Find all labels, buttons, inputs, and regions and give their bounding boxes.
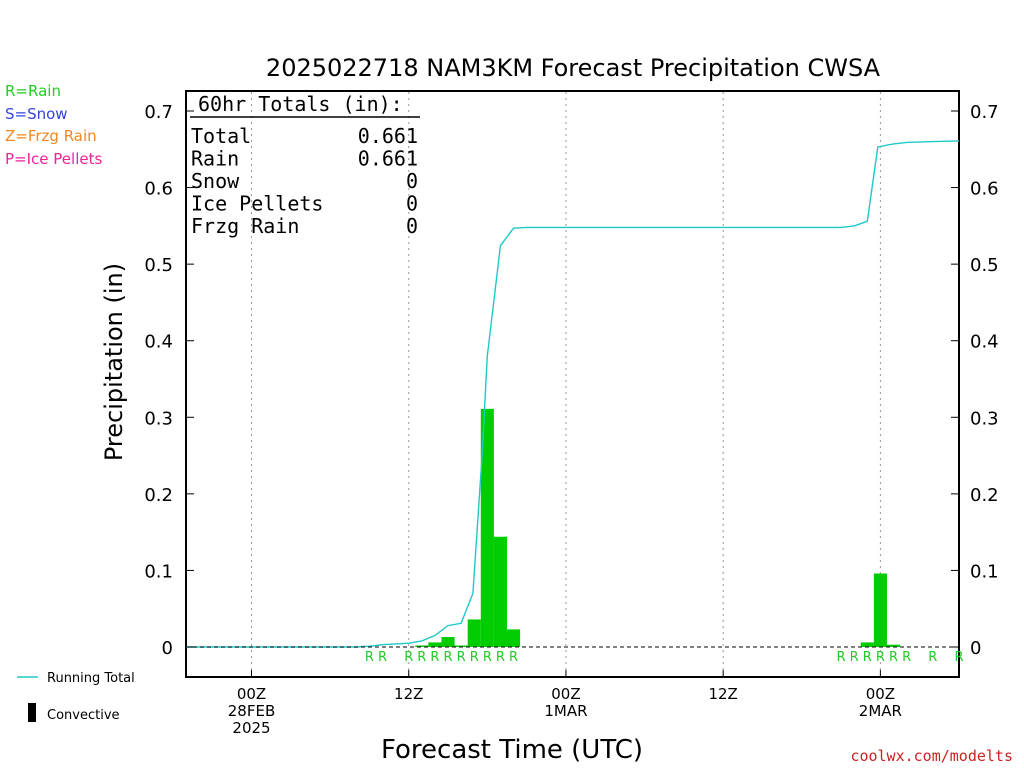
- plot-frame: [185, 90, 960, 678]
- x-tick-label: 28FEB: [228, 702, 275, 720]
- precip-bar: [873, 573, 887, 647]
- precip-type-mark: R: [837, 650, 846, 665]
- precip-type-mark: R: [902, 650, 911, 665]
- totals-row-value: 0: [406, 214, 418, 238]
- x-tick-label: 00Z: [237, 685, 266, 703]
- precip-bar: [886, 644, 901, 647]
- precip-bar: [860, 642, 874, 647]
- totals-row-label: Rain: [191, 147, 239, 171]
- legend-frzg-rain: Z=Frzg Rain: [5, 127, 97, 145]
- precip-bar: [506, 629, 521, 647]
- convective-legend-label: Convective: [47, 708, 120, 723]
- running-total-legend-label: Running Total: [47, 671, 135, 686]
- legend-rain: R=Rain: [5, 82, 61, 100]
- totals-box: 60hr Totals (in): Total 0.661 Rain 0.661 Sno…: [190, 92, 420, 238]
- totals-row-value: 0.661: [358, 147, 418, 171]
- totals-header: 60hr Totals (in):: [198, 92, 403, 116]
- totals-row-value: 0.661: [358, 124, 418, 148]
- precip-type-mark: R: [457, 650, 466, 665]
- totals-row-value: 0: [406, 192, 418, 216]
- x-tick-label: 12Z: [394, 685, 423, 703]
- y-tick-label-right: 0.1: [970, 561, 999, 582]
- precip-bar: [441, 637, 455, 647]
- totals-row-label: Total: [191, 124, 251, 148]
- bottom-legend: Running Total Convective: [17, 671, 135, 723]
- precip-type-mark: R: [928, 650, 937, 665]
- x-tick-label: 00Z: [866, 685, 895, 703]
- precip-bar: [467, 619, 481, 647]
- y-tick-label-right: 0.7: [970, 102, 999, 123]
- running-total-path: [186, 140, 960, 648]
- y-tick-label-right: 0.4: [970, 332, 999, 353]
- precip-type-mark: R: [850, 650, 859, 665]
- x-tick-label: 2025: [232, 719, 270, 737]
- y-axis-label: Precipitation (in): [100, 263, 128, 461]
- y-tick-label-left: 0: [162, 638, 173, 659]
- precip-type-mark: R: [496, 650, 505, 665]
- convective-swatch: [28, 703, 36, 722]
- y-tick-label-left: 0.7: [144, 102, 173, 123]
- precip-type-mark: R: [470, 650, 479, 665]
- convective-bars: [415, 408, 901, 647]
- y-tick-label-left: 0.6: [144, 179, 173, 200]
- precip-type-mark: R: [444, 650, 453, 665]
- precip-type-mark: R: [509, 650, 518, 665]
- credit-text: coolwx.com/modelts: [850, 747, 1013, 765]
- y-axis-ticks: 0 00.1 0.10.2 0.20.3 0.30.4 0.40.5 0.50.6 0.60.…: [144, 102, 998, 659]
- precip-bar: [454, 645, 468, 647]
- x-tick-label: 12Z: [708, 685, 737, 703]
- totals-row-label: Frzg Rain: [191, 214, 299, 238]
- running-total-line: [186, 140, 960, 648]
- y-tick-label-left: 0.3: [144, 408, 173, 429]
- precip-type-mark: R: [365, 650, 374, 665]
- totals-row-label: Ice Pellets: [191, 192, 323, 216]
- y-tick-label-left: 0.4: [144, 332, 173, 353]
- precip-bar: [493, 536, 507, 647]
- precip-type-mark: R: [863, 650, 872, 665]
- y-tick-label-left: 0.5: [144, 255, 173, 276]
- grid-lines: [251, 92, 881, 676]
- x-tick-label: 1MAR: [544, 702, 587, 720]
- precip-type-mark: R: [483, 650, 492, 665]
- y-tick-label-right: 0.6: [970, 179, 999, 200]
- y-tick-label-left: 0.2: [144, 485, 173, 506]
- precip-bar: [415, 645, 429, 647]
- y-tick-label-right: 0: [970, 638, 981, 659]
- precip-bar: [480, 408, 494, 647]
- precip-type-mark: R: [954, 650, 963, 665]
- x-tick-label: 2MAR: [859, 702, 902, 720]
- x-tick-label: 00Z: [551, 685, 580, 703]
- legend-snow: S=Snow: [5, 105, 68, 123]
- chart-title: 2025022718 NAM3KM Forecast Precipitation…: [266, 54, 881, 82]
- totals-row-label: Snow: [191, 169, 240, 193]
- y-tick-label-right: 0.3: [970, 408, 999, 429]
- y-tick-label-left: 0.1: [144, 561, 173, 582]
- precip-type-mark: R: [378, 650, 387, 665]
- totals-row-value: 0: [406, 169, 418, 193]
- precip-type-mark: R: [430, 650, 439, 665]
- legend-ice-pellets: P=Ice Pellets: [5, 150, 102, 168]
- precip-type-mark: R: [404, 650, 413, 665]
- y-tick-label-right: 0.5: [970, 255, 999, 276]
- y-tick-label-right: 0.2: [970, 485, 999, 506]
- precip-type-mark: R: [876, 650, 885, 665]
- x-axis-label: Forecast Time (UTC): [381, 735, 643, 765]
- precip-type-mark: R: [889, 650, 898, 665]
- precip-bar: [428, 642, 442, 647]
- precip-type-mark: R: [417, 650, 426, 665]
- type-legend: R=Rain S=Snow Z=Frzg Rain P=Ice Pellets: [5, 82, 102, 168]
